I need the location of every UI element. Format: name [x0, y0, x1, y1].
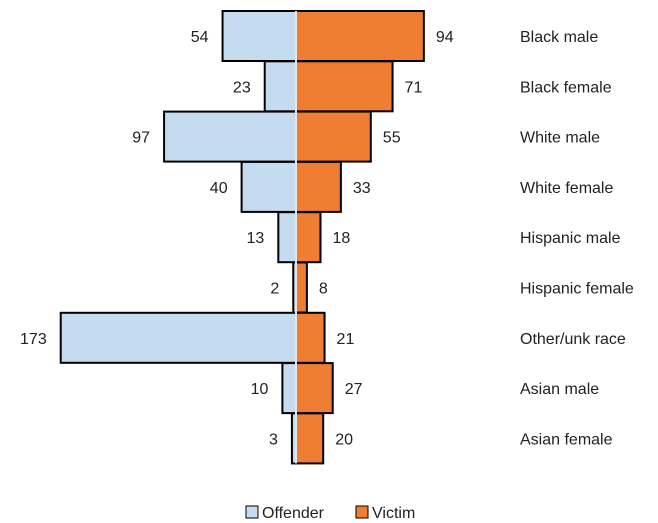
- bar-victim-asian-female: [295, 412, 325, 465]
- legend-swatch-offender: [245, 505, 259, 519]
- value-label-victim-black-male: 94: [436, 29, 454, 46]
- category-label-hispanic-male: Hispanic male: [520, 230, 621, 247]
- value-label-victim-hispanic-male: 18: [332, 230, 350, 247]
- category-label-asian-male: Asian male: [520, 381, 599, 398]
- value-label-offender-black-female: 23: [233, 79, 251, 96]
- category-label-white-female: White female: [520, 180, 613, 197]
- bar-offender-black-male: [221, 10, 297, 62]
- category-label-black-female: Black female: [520, 79, 612, 96]
- bar-offender-hispanic-male: [277, 211, 298, 264]
- bar-victim-white-female: [295, 160, 342, 213]
- bar-victim-black-female: [295, 60, 394, 113]
- value-label-victim-asian-male: 27: [345, 381, 363, 398]
- bar-offender-other-unk-race: [59, 311, 297, 364]
- category-label-black-male: Black male: [520, 29, 598, 46]
- bar-offender-black-female: [263, 60, 298, 113]
- bar-victim-hispanic-female: [295, 261, 308, 314]
- value-label-victim-other-unk-race: 21: [337, 331, 355, 348]
- legend-swatch-victim: [355, 505, 369, 519]
- value-label-offender-white-male: 97: [132, 130, 150, 147]
- category-label-hispanic-female: Hispanic female: [520, 281, 634, 298]
- value-label-victim-white-female: 33: [353, 180, 371, 197]
- value-label-offender-other-unk-race: 173: [20, 331, 47, 348]
- value-label-offender-white-female: 40: [210, 180, 228, 197]
- category-label-asian-female: Asian female: [520, 431, 613, 448]
- bars-group: [59, 10, 425, 465]
- bar-victim-hispanic-male: [295, 211, 322, 264]
- bar-offender-white-male: [163, 110, 297, 163]
- bar-victim-black-male: [295, 10, 425, 62]
- value-label-victim-hispanic-female: 8: [319, 281, 328, 298]
- value-label-offender-black-male: 54: [191, 29, 209, 46]
- value-label-offender-asian-female: 3: [269, 431, 278, 448]
- value-label-offender-hispanic-male: 13: [247, 230, 265, 247]
- category-label-white-male: White male: [520, 130, 600, 147]
- bar-offender-asian-male: [281, 362, 297, 415]
- value-label-offender-hispanic-female: 2: [270, 281, 279, 298]
- value-label-offender-asian-male: 10: [251, 381, 269, 398]
- value-label-victim-asian-female: 20: [335, 431, 353, 448]
- legend-label-victim: Victim: [372, 505, 415, 522]
- legend: Offender Victim: [245, 505, 415, 522]
- bar-offender-white-female: [240, 160, 298, 213]
- value-label-victim-white-male: 55: [383, 130, 401, 147]
- bar-victim-asian-male: [295, 362, 334, 415]
- legend-label-offender: Offender: [262, 505, 325, 522]
- value-label-victim-black-female: 71: [405, 79, 423, 96]
- bar-victim-other-unk-race: [295, 311, 326, 364]
- bar-victim-white-male: [295, 110, 372, 163]
- category-label-other-unk-race: Other/unk race: [520, 331, 626, 348]
